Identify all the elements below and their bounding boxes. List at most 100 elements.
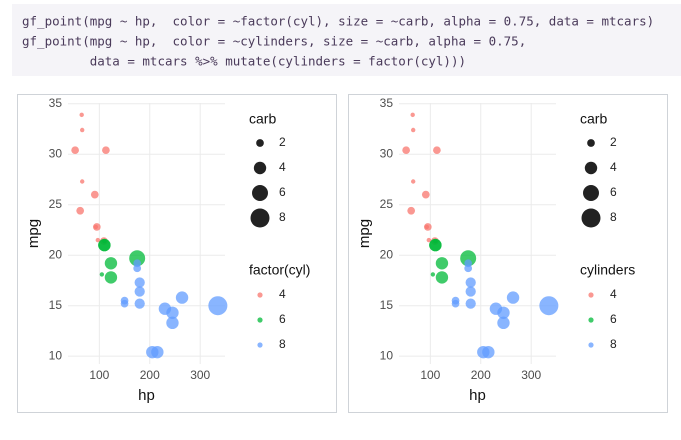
point	[120, 299, 129, 308]
legend-label: 8	[279, 337, 286, 351]
legend-size-key	[252, 185, 268, 201]
legend-title: carb	[249, 111, 276, 127]
point	[465, 298, 476, 309]
point	[104, 271, 118, 284]
point	[99, 272, 105, 277]
legend-title: carb	[580, 111, 607, 127]
legend-size-key	[253, 161, 267, 175]
point	[506, 291, 520, 304]
y-axis-title: mpg	[25, 219, 42, 248]
point	[426, 237, 432, 243]
point	[433, 238, 438, 244]
x-tick-label: 100	[420, 368, 440, 382]
legend-color-key	[588, 317, 594, 323]
y-tick-label: 15	[380, 298, 394, 312]
x-tick-label: 100	[89, 368, 109, 382]
legend-label: 2	[279, 135, 286, 149]
legend-label: 8	[610, 210, 617, 224]
point	[430, 272, 436, 277]
point	[133, 259, 142, 268]
code-line: data = mtcars %>% mutate(cylinders = fac…	[22, 54, 466, 69]
point	[489, 302, 503, 315]
point	[151, 345, 164, 359]
legend-label: 4	[279, 287, 286, 301]
point	[410, 179, 416, 184]
point	[79, 112, 84, 118]
point	[98, 238, 111, 252]
y-tick-label: 10	[380, 348, 394, 362]
point	[429, 238, 442, 252]
point	[166, 316, 179, 330]
point	[451, 299, 460, 308]
legend-label: 8	[279, 210, 286, 224]
point	[158, 302, 172, 315]
legend-size-key	[256, 139, 264, 147]
legend-label: 4	[279, 160, 286, 174]
y-tick-label: 10	[49, 348, 63, 362]
point	[464, 259, 473, 268]
legend-color-key	[588, 292, 594, 298]
x-axis-title: hp	[138, 387, 155, 404]
point	[460, 250, 477, 267]
point	[402, 146, 410, 155]
point	[79, 127, 85, 133]
legend-color-key	[257, 342, 263, 348]
legend-label: 6	[279, 185, 286, 199]
legend-size-key	[581, 208, 601, 228]
point	[175, 291, 189, 304]
point	[90, 190, 99, 199]
code-line: gf_point(mpg ~ hp, color = ~cylinders, s…	[22, 34, 526, 49]
legend-color-key	[257, 292, 263, 298]
point	[482, 345, 495, 359]
legend-size-key	[587, 139, 595, 147]
chart-frame	[348, 94, 668, 413]
x-tick-label: 200	[140, 368, 160, 382]
legend-label: 8	[610, 337, 617, 351]
legend-label: 4	[610, 287, 617, 301]
legend-color-key	[588, 342, 594, 348]
y-tick-label: 35	[49, 96, 63, 110]
point	[433, 146, 441, 155]
point	[497, 316, 510, 330]
point	[92, 223, 101, 231]
legend-label: 2	[610, 135, 617, 149]
point	[95, 237, 101, 243]
point	[435, 257, 449, 270]
y-tick-label: 25	[380, 197, 394, 211]
y-axis-title: mpg	[356, 219, 373, 248]
y-tick-label: 25	[49, 197, 63, 211]
point	[104, 257, 118, 270]
point	[208, 296, 228, 316]
point	[465, 286, 476, 297]
point	[539, 296, 559, 316]
point	[79, 179, 85, 184]
legend-color-key	[257, 317, 263, 323]
y-tick-label: 35	[380, 96, 394, 110]
point	[102, 238, 107, 244]
y-tick-label: 20	[49, 247, 63, 261]
legend-title: factor(cyl)	[249, 262, 310, 278]
point	[423, 223, 432, 231]
y-tick-label: 20	[380, 247, 394, 261]
point	[410, 127, 416, 133]
point	[102, 146, 110, 155]
point	[465, 277, 476, 288]
point	[410, 112, 415, 118]
point	[134, 286, 145, 297]
x-tick-label: 300	[190, 368, 210, 382]
legend-size-key	[250, 208, 270, 228]
point	[435, 271, 449, 284]
code-line: gf_point(mpg ~ hp, color = ~factor(cyl),…	[22, 14, 654, 29]
y-tick-label: 30	[49, 146, 63, 160]
chart-frame	[17, 94, 337, 413]
code-block	[12, 4, 681, 76]
legend-label: 4	[610, 160, 617, 174]
point	[71, 146, 79, 155]
x-tick-label: 300	[521, 368, 541, 382]
point	[76, 206, 85, 215]
legend-title: cylinders	[580, 262, 635, 278]
point	[407, 206, 416, 215]
y-tick-label: 15	[49, 298, 63, 312]
